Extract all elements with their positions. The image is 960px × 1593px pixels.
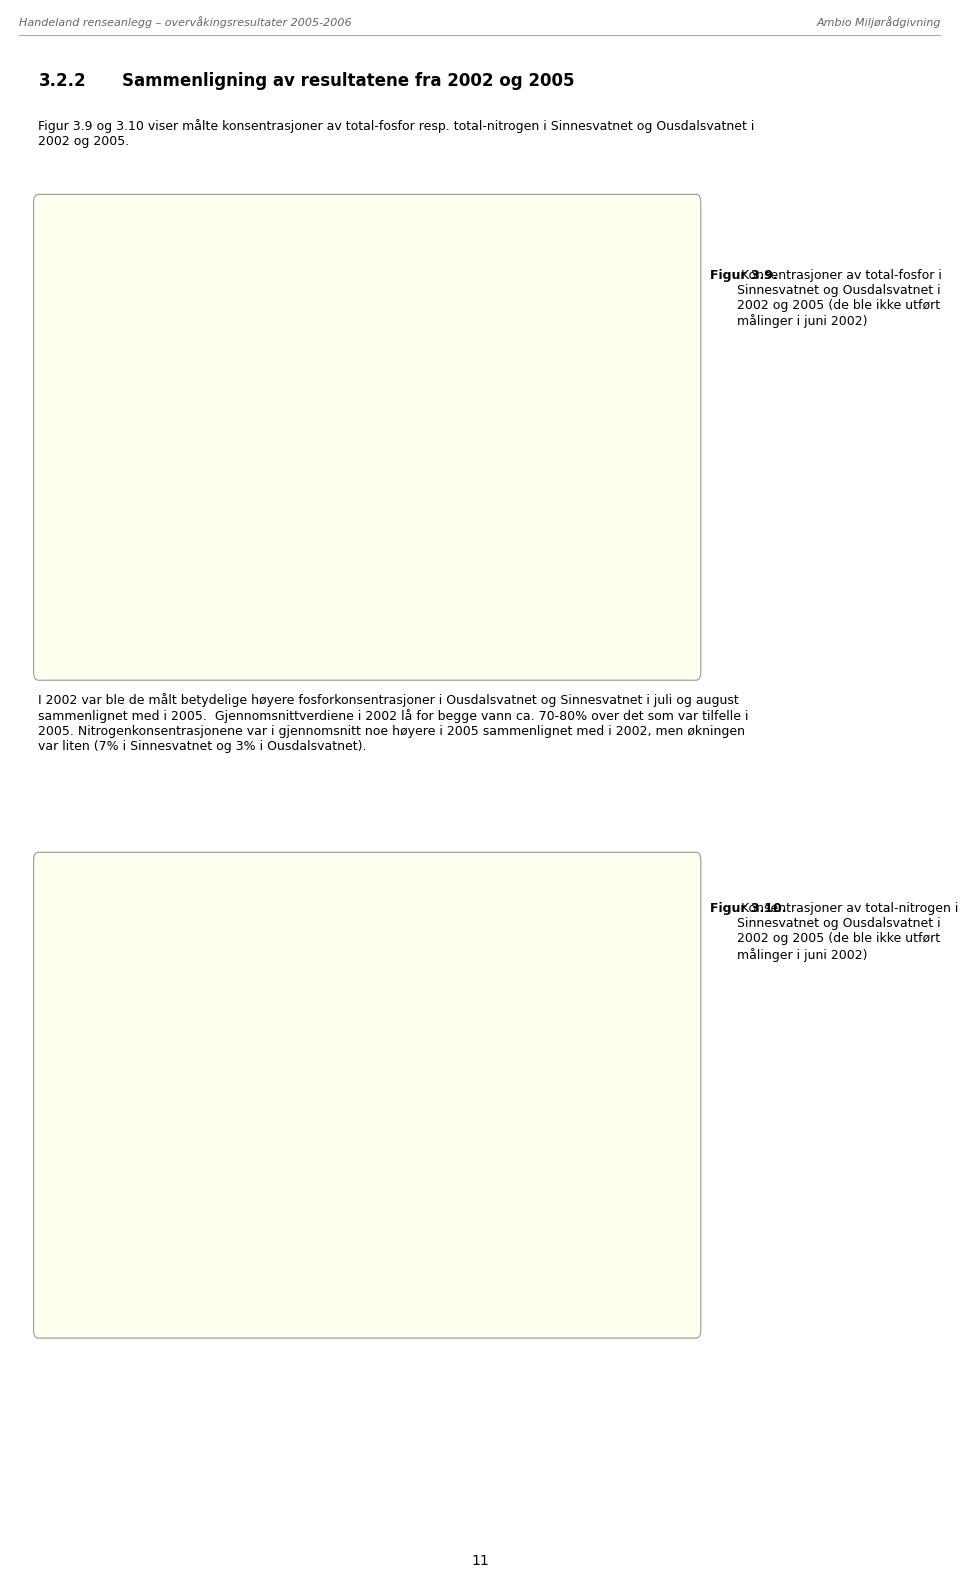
Text: Total-nitrogen: Total-nitrogen [312,876,422,889]
Y-axis label: ug N/l: ug N/l [51,1048,64,1086]
Text: Total-fosfor: Total-fosfor [322,218,413,231]
Text: 3.2.2: 3.2.2 [38,72,86,91]
Legend: Sinnesvatnet 2005, Sinnesvatnet 2002, Ousdalsvatnet 2005, Ousdalsvatnet 2002: Sinnesvatnet 2005, Sinnesvatnet 2002, Ou… [243,621,544,656]
Text: Ambio Miljørådgivning: Ambio Miljørådgivning [816,16,941,29]
Text: Konsentrasjoner av total-fosfor i Sinnesvatnet og Ousdalsvatnet i 2002 og 2005 (: Konsentrasjoner av total-fosfor i Sinnes… [737,269,943,328]
Text: Figur 3.9.: Figur 3.9. [710,269,778,282]
Legend: Sinnesvatnet 2005, Sinnesvatnet 2002, Ousdalsvatnet 2005, Ousdalsvatnet 2002: Sinnesvatnet 2005, Sinnesvatnet 2002, Ou… [243,1279,544,1314]
Y-axis label: ug P/l: ug P/l [59,392,71,427]
Text: Handeland renseanlegg – overvåkingsresultater 2005-2006: Handeland renseanlegg – overvåkingsresul… [19,16,351,29]
Text: Sammenligning av resultatene fra 2002 og 2005: Sammenligning av resultatene fra 2002 og… [122,72,575,91]
Text: Figur 3.9 og 3.10 viser målte konsentrasjoner av total-fosfor resp. total-nitrog: Figur 3.9 og 3.10 viser målte konsentras… [38,119,755,148]
Text: 11: 11 [471,1555,489,1568]
Text: Konsentrasjoner av total-nitrogen i Sinnesvatnet og Ousdalsvatnet i 2002 og 2005: Konsentrasjoner av total-nitrogen i Sinn… [737,902,959,962]
Text: I 2002 var ble de målt betydelige høyere fosforkonsentrasjoner i Ousdalsvatnet o: I 2002 var ble de målt betydelige høyere… [38,693,749,753]
Text: Figur 3.10.: Figur 3.10. [710,902,787,916]
